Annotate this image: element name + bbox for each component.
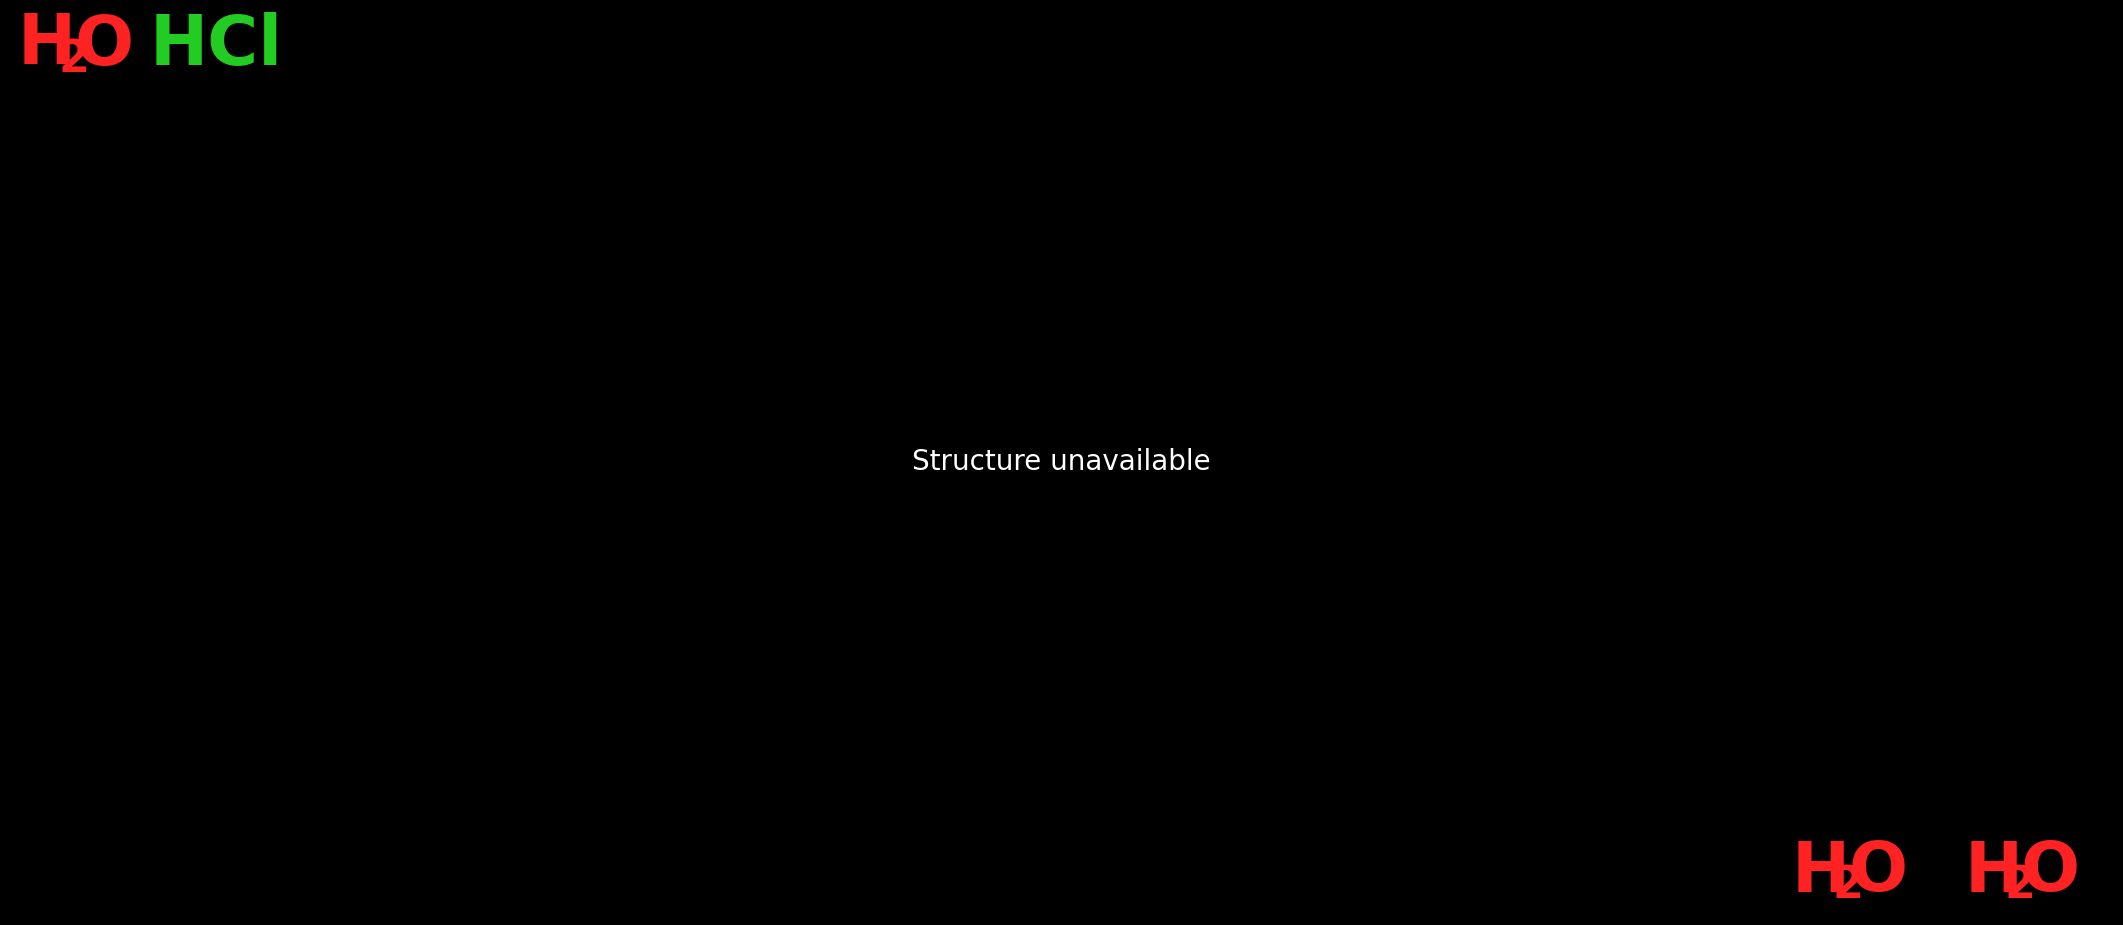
Text: 2: 2 [2004, 865, 2036, 907]
Text: O: O [1847, 838, 1906, 906]
Text: O: O [2021, 838, 2081, 906]
Text: H: H [1966, 838, 2023, 906]
Text: HCl: HCl [151, 11, 282, 79]
Text: 2: 2 [1832, 865, 1864, 907]
Text: O: O [74, 11, 134, 79]
Text: Structure unavailable: Structure unavailable [911, 448, 1210, 476]
Text: H: H [17, 11, 76, 79]
Text: H: H [1792, 838, 1849, 906]
Text: 2: 2 [57, 38, 89, 80]
